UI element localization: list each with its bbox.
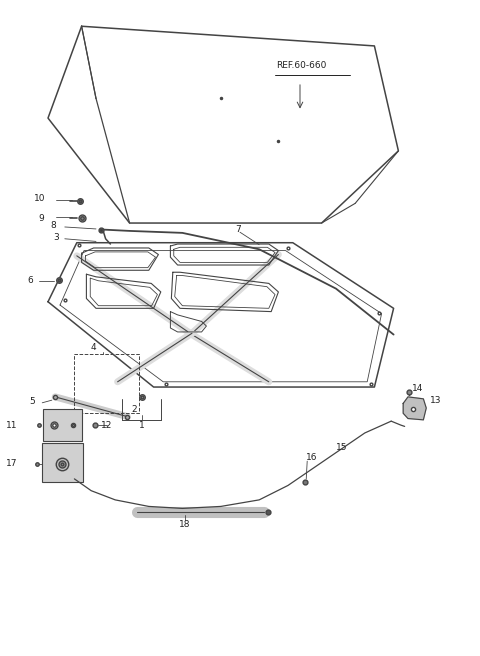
Text: REF.60-660: REF.60-660 xyxy=(276,61,326,70)
Text: 3: 3 xyxy=(53,233,59,242)
Text: 1: 1 xyxy=(139,420,144,430)
Text: 12: 12 xyxy=(101,420,112,430)
Bar xyxy=(43,409,82,441)
Text: 7: 7 xyxy=(235,225,241,234)
Polygon shape xyxy=(403,397,426,420)
Bar xyxy=(74,354,139,413)
Text: 6: 6 xyxy=(28,276,34,285)
Text: 2: 2 xyxy=(132,405,137,415)
Text: 9: 9 xyxy=(38,214,44,223)
Text: 17: 17 xyxy=(6,459,17,468)
Text: 10: 10 xyxy=(34,194,45,203)
Text: 4: 4 xyxy=(91,343,96,352)
Text: 13: 13 xyxy=(430,396,441,405)
Bar xyxy=(42,443,83,482)
Text: 18: 18 xyxy=(179,520,191,529)
Text: 15: 15 xyxy=(336,443,348,452)
Text: 8: 8 xyxy=(50,220,56,230)
Text: 16: 16 xyxy=(306,453,318,462)
Text: 11: 11 xyxy=(6,420,17,430)
Text: 5: 5 xyxy=(30,397,36,406)
Text: 14: 14 xyxy=(412,384,423,393)
